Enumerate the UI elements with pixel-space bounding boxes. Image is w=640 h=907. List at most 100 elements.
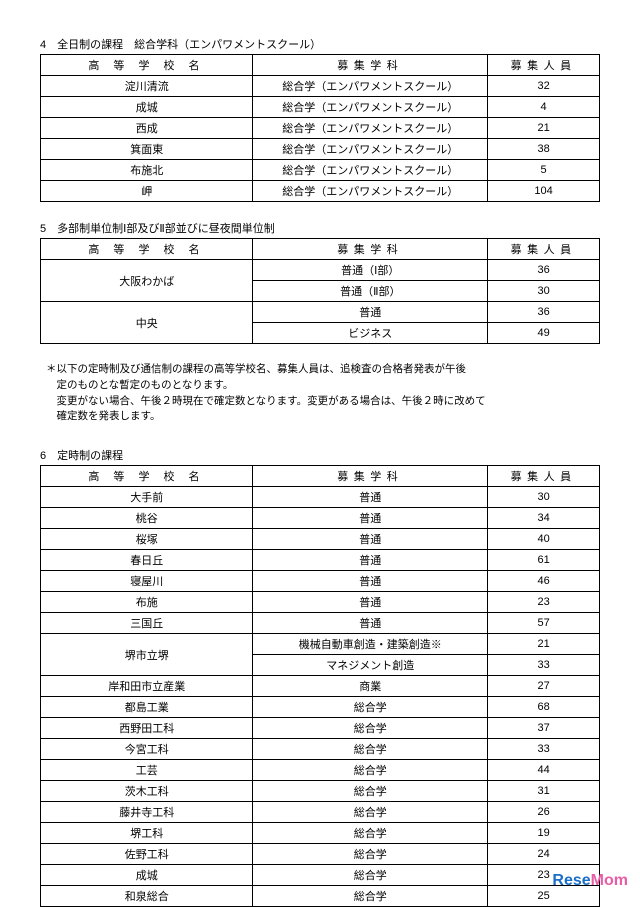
note-line: 定のものとな暫定のものとなります。 bbox=[46, 378, 594, 394]
table-row: 今宮工科総合学33 bbox=[41, 739, 600, 760]
cell-capacity: 21 bbox=[488, 118, 600, 139]
cell-capacity: 68 bbox=[488, 697, 600, 718]
table-row: 岬総合学（エンパワメントスクール）104 bbox=[41, 181, 600, 202]
cell-capacity: 34 bbox=[488, 508, 600, 529]
cell-school: 工芸 bbox=[41, 760, 253, 781]
table-row: 工芸総合学44 bbox=[41, 760, 600, 781]
table-row: 大手前普通30 bbox=[41, 487, 600, 508]
cell-capacity: 49 bbox=[488, 323, 600, 344]
cell-capacity: 104 bbox=[488, 181, 600, 202]
cell-school: 岸和田市立産業 bbox=[41, 676, 253, 697]
cell-school: 箕面東 bbox=[41, 139, 253, 160]
cell-capacity: 32 bbox=[488, 76, 600, 97]
cell-capacity: 38 bbox=[488, 139, 600, 160]
cell-capacity: 23 bbox=[488, 592, 600, 613]
cell-dept: 普通 bbox=[253, 592, 488, 613]
cell-dept: 普通 bbox=[253, 550, 488, 571]
table-row: 成城総合学（エンパワメントスクール）4 bbox=[41, 97, 600, 118]
table-row: 和泉総合総合学25 bbox=[41, 886, 600, 907]
table-header-row: 高 等 学 校 名 募集学科 募集人員 bbox=[41, 239, 600, 260]
cell-dept: 普通（Ⅱ部） bbox=[253, 281, 488, 302]
cell-school: 成城 bbox=[41, 97, 253, 118]
cell-capacity: 33 bbox=[488, 739, 600, 760]
note-line: 確定数を発表します。 bbox=[46, 409, 594, 425]
header-capacity: 募集人員 bbox=[488, 55, 600, 76]
cell-school: 藤井寺工科 bbox=[41, 802, 253, 823]
section-5-title: 5 多部制単位制Ⅰ部及びⅡ部並びに昼夜間単位制 bbox=[40, 220, 600, 236]
table-row: 淀川清流総合学（エンパワメントスクール）32 bbox=[41, 76, 600, 97]
cell-school: 桜塚 bbox=[41, 529, 253, 550]
table-row: 布施普通23 bbox=[41, 592, 600, 613]
table-row: 岸和田市立産業商業27 bbox=[41, 676, 600, 697]
table-row: 寝屋川普通46 bbox=[41, 571, 600, 592]
table-row: 西野田工科総合学37 bbox=[41, 718, 600, 739]
cell-school: 淀川清流 bbox=[41, 76, 253, 97]
cell-dept: 総合学（エンパワメントスクール） bbox=[253, 139, 488, 160]
cell-dept: 総合学 bbox=[253, 760, 488, 781]
cell-dept: 機械自動車創造・建築創造※ bbox=[253, 634, 488, 655]
cell-dept: マネジメント創造 bbox=[253, 655, 488, 676]
table-header-row: 高 等 学 校 名 募集学科 募集人員 bbox=[41, 55, 600, 76]
cell-school: 成城 bbox=[41, 865, 253, 886]
section-4-table: 高 等 学 校 名 募集学科 募集人員 淀川清流総合学（エンパワメントスクール）… bbox=[40, 54, 600, 202]
table-row: 大阪わかば普通（Ⅰ部）36 bbox=[41, 260, 600, 281]
note-line: 変更がない場合、午後２時現在で確定数となります。変更がある場合は、午後２時に改め… bbox=[46, 394, 594, 410]
table-row: 成城総合学23 bbox=[41, 865, 600, 886]
table-row: 堺市立堺機械自動車創造・建築創造※21 bbox=[41, 634, 600, 655]
page-content: 4 全日制の課程 総合学科（エンパワメントスクール） 高 等 学 校 名 募集学… bbox=[0, 0, 640, 907]
cell-dept: 総合学（エンパワメントスクール） bbox=[253, 76, 488, 97]
cell-school: 西野田工科 bbox=[41, 718, 253, 739]
cell-dept: 総合学（エンパワメントスクール） bbox=[253, 181, 488, 202]
cell-capacity: 24 bbox=[488, 844, 600, 865]
cell-dept: 総合学（エンパワメントスクール） bbox=[253, 160, 488, 181]
section-6-table: 高 等 学 校 名 募集学科 募集人員 大手前普通30桃谷普通34桜塚普通40春… bbox=[40, 465, 600, 907]
table-row: 茨木工科総合学31 bbox=[41, 781, 600, 802]
cell-school: 寝屋川 bbox=[41, 571, 253, 592]
cell-capacity: 30 bbox=[488, 281, 600, 302]
note-text: ＊以下の定時制及び通信制の課程の高等学校名、募集人員は、追検査の合格者発表が午後… bbox=[40, 362, 600, 425]
table-row: 三国丘普通57 bbox=[41, 613, 600, 634]
header-dept: 募集学科 bbox=[253, 55, 488, 76]
cell-school: 西成 bbox=[41, 118, 253, 139]
cell-capacity: 44 bbox=[488, 760, 600, 781]
cell-school: 三国丘 bbox=[41, 613, 253, 634]
cell-school: 堺工科 bbox=[41, 823, 253, 844]
cell-school: 茨木工科 bbox=[41, 781, 253, 802]
cell-capacity: 36 bbox=[488, 302, 600, 323]
cell-dept: 総合学 bbox=[253, 844, 488, 865]
table-row: 布施北総合学（エンパワメントスクール）5 bbox=[41, 160, 600, 181]
header-school: 高 等 学 校 名 bbox=[41, 239, 253, 260]
cell-dept: 普通 bbox=[253, 508, 488, 529]
cell-capacity: 26 bbox=[488, 802, 600, 823]
header-capacity: 募集人員 bbox=[488, 466, 600, 487]
header-school: 高 等 学 校 名 bbox=[41, 55, 253, 76]
cell-dept: 総合学 bbox=[253, 697, 488, 718]
cell-dept: 普通 bbox=[253, 571, 488, 592]
cell-dept: 普通 bbox=[253, 487, 488, 508]
table-row: 中央普通36 bbox=[41, 302, 600, 323]
cell-capacity: 36 bbox=[488, 260, 600, 281]
cell-school: 中央 bbox=[41, 302, 253, 344]
cell-dept: 普通 bbox=[253, 302, 488, 323]
cell-capacity: 46 bbox=[488, 571, 600, 592]
table-row: 藤井寺工科総合学26 bbox=[41, 802, 600, 823]
cell-school: 岬 bbox=[41, 181, 253, 202]
cell-capacity: 40 bbox=[488, 529, 600, 550]
watermark-mom: Mom bbox=[591, 872, 628, 889]
cell-dept: 総合学 bbox=[253, 865, 488, 886]
cell-capacity: 61 bbox=[488, 550, 600, 571]
cell-school: 春日丘 bbox=[41, 550, 253, 571]
cell-capacity: 27 bbox=[488, 676, 600, 697]
header-school: 高 等 学 校 名 bbox=[41, 466, 253, 487]
table-row: 佐野工科総合学24 bbox=[41, 844, 600, 865]
table-row: 堺工科総合学19 bbox=[41, 823, 600, 844]
cell-school: 布施北 bbox=[41, 160, 253, 181]
section-5-table: 高 等 学 校 名 募集学科 募集人員 大阪わかば普通（Ⅰ部）36普通（Ⅱ部）3… bbox=[40, 238, 600, 344]
section-6-title: 6 定時制の課程 bbox=[40, 447, 600, 463]
cell-dept: 普通 bbox=[253, 613, 488, 634]
cell-capacity: 33 bbox=[488, 655, 600, 676]
table-row: 春日丘普通61 bbox=[41, 550, 600, 571]
cell-capacity: 21 bbox=[488, 634, 600, 655]
cell-capacity: 57 bbox=[488, 613, 600, 634]
cell-dept: 普通（Ⅰ部） bbox=[253, 260, 488, 281]
